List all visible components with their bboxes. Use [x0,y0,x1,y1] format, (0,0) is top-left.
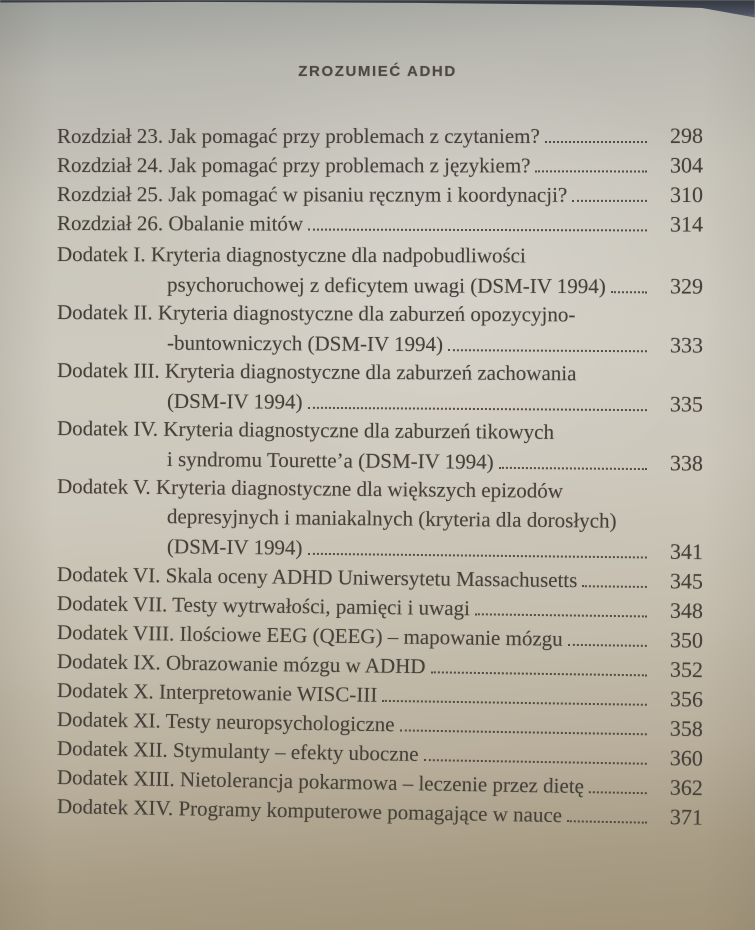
page-number: 333 [669,332,704,358]
toc-entry-line: Rozdział 24. Jak pomagać przy problemach… [57,150,703,180]
toc-entry: Dodatek III. Kryteria diagnostyczne dla … [57,356,703,417]
dot-leader [544,141,647,143]
dot-leader [307,406,647,412]
toc-entry-title: Dodatek I. Kryteria diagnostyczne dla na… [56,242,526,268]
toc-entry: Dodatek II. Kryteria diagnostyczne dla z… [57,298,703,358]
page-number: 358 [669,715,704,742]
toc-entry: Rozdział 25. Jak pomagać w pisaniu ręczn… [57,179,703,208]
toc-entry-title: Dodatek IV. Kryteria diagnostyczne dla z… [56,416,555,444]
toc-entry-title: Rozdział 24. Jak pomagać przy problemach… [56,153,531,178]
dot-leader [399,729,647,736]
toc-entry-line: -buntowniczych (DSM-IV 1994) 333 [57,327,703,360]
page-number: 371 [669,804,704,830]
toc-entry-line: (DSM-IV 1994) 335 [57,385,703,419]
dot-leader [567,643,647,647]
dot-leader [474,613,647,618]
dot-leader [588,791,647,795]
toc-entry-title: (DSM-IV 1994) [166,534,303,560]
toc-entry-title: Rozdział 26. Obalanie mitów [56,211,304,236]
table-of-contents: Rozdział 23. Jak pomagać przy problemach… [0,121,755,830]
page-number: 314 [669,211,704,237]
dot-leader [382,699,647,706]
dot-leader [307,552,647,559]
page-number: 356 [669,686,704,712]
toc-entry: Rozdział 24. Jak pomagać przy problemach… [57,150,703,179]
dot-leader [430,671,647,677]
dot-leader [566,820,647,824]
page-number: 298 [670,123,703,148]
toc-entry-line: psychoruchowej z deficytem uwagi (DSM-IV… [57,269,703,301]
page-number: 310 [669,181,704,208]
dot-leader [423,759,647,765]
toc-entry: Dodatek IV. Kryteria diagnostyczne dla z… [56,414,703,476]
dot-leader [582,585,647,588]
toc-entry-title: Rozdział 25. Jak pomagać w pisaniu ręczn… [56,182,568,207]
page-number: 341 [669,538,704,565]
page-number: 362 [669,774,704,801]
toc-entry: Dodatek I. Kryteria diagnostyczne dla na… [57,240,703,301]
page-number: 338 [669,450,704,476]
dot-leader [535,170,647,173]
page-number: 350 [669,627,704,653]
toc-entry-title: Dodatek III. Kryteria diagnostyczne dla … [56,358,577,386]
toc-entry: Rozdział 26. Obalanie mitów 314 [57,208,703,237]
running-header: ZROZUMIEĆ ADHD [298,63,457,80]
dot-leader [610,291,647,294]
toc-entry-line: Dodatek II. Kryteria diagnostyczne dla z… [57,298,703,330]
page-number: 360 [669,745,704,771]
toc-entry-line: Dodatek III. Kryteria diagnostyczne dla … [57,356,703,389]
dot-leader [308,228,647,232]
toc-entry-title: -buntowniczych (DSM-IV 1994) [166,330,444,357]
page-number: 345 [669,568,704,594]
dot-leader [572,199,647,202]
page-number: 329 [669,273,704,299]
page-number: 348 [669,597,704,624]
page-number: 352 [669,656,704,683]
toc-entry: Dodatek V. Kryteria diagnostyczne dla wi… [56,472,703,564]
toc-entry-line: Rozdział 25. Jak pomagać w pisaniu ręczn… [57,179,703,209]
dot-leader [448,349,647,353]
toc-entry-title: Rozdział 23. Jak pomagać przy problemach… [57,124,540,148]
book-edge-shadow [0,0,755,18]
toc-entry-line: Rozdział 23. Jak pomagać przy problemach… [57,121,703,150]
page-number: 335 [669,391,704,417]
toc-entry-line: Rozdział 26. Obalanie mitów 314 [57,208,703,239]
dot-leader [498,466,647,471]
toc-entry-title: depresyjnych i maniakalnych (kryteria dl… [166,504,617,533]
toc-entry-title: i syndromu Tourette’a (DSM-IV 1994) [166,446,494,474]
page-number: 304 [669,152,704,178]
toc-entry-title: Dodatek II. Kryteria diagnostyczne dla z… [56,300,576,327]
toc-entry: Rozdział 23. Jak pomagać przy problemach… [57,121,703,150]
toc-entry-title: Dodatek V. Kryteria diagnostyczne dla wi… [56,474,564,503]
toc-entry-line: Dodatek I. Kryteria diagnostyczne dla na… [57,240,703,271]
toc-entry-title: psychoruchowej z deficytem uwagi (DSM-IV… [166,272,606,299]
toc-entry-title: (DSM-IV 1994) [166,388,303,414]
